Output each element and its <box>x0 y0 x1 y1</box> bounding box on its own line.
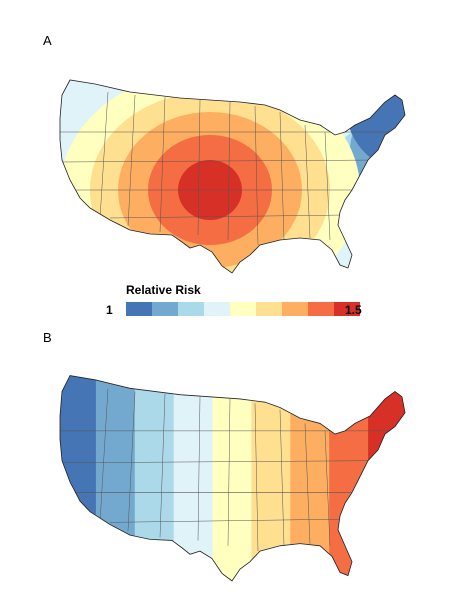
state-border <box>109 518 346 523</box>
legend-max-label: 1.5 <box>345 303 362 317</box>
state-border <box>197 99 201 236</box>
country-outline <box>59 375 406 582</box>
legend-min-label: 1 <box>106 303 113 317</box>
legend-swatch-8 <box>308 302 334 316</box>
state-border <box>99 91 109 219</box>
map-panel-a <box>59 79 406 274</box>
risk-band-8 <box>329 375 371 581</box>
legend-swatch-6 <box>256 302 282 316</box>
risk-band-9 <box>368 375 405 581</box>
legend-swatch-4 <box>204 302 230 316</box>
state-border <box>227 398 231 546</box>
risk-band-5 <box>212 375 254 581</box>
risk-band-4 <box>173 375 215 581</box>
state-border <box>61 460 381 464</box>
state-border <box>99 388 109 523</box>
legend-color-bar <box>126 302 360 316</box>
state-border <box>304 423 311 544</box>
legend-swatch-7 <box>282 302 308 316</box>
legend-swatch-9 <box>334 302 360 316</box>
state-border <box>324 131 331 241</box>
legend-swatch-5 <box>230 302 256 316</box>
country-outline <box>59 79 406 274</box>
state-border <box>159 393 166 538</box>
state-border <box>324 430 331 546</box>
legend-swatch-1 <box>126 302 152 316</box>
risk-fill-map-b <box>60 375 405 581</box>
map-panel-b <box>59 375 406 582</box>
state-border <box>127 94 136 227</box>
panel-label-b: B <box>43 330 52 345</box>
state-border <box>159 96 166 233</box>
risk-fill-map-a <box>60 80 405 273</box>
state-border <box>61 159 381 163</box>
state-border <box>279 409 285 546</box>
state-border <box>127 391 136 531</box>
risk-ne-0 <box>345 80 405 168</box>
state-border <box>254 105 259 246</box>
legend-swatch-3 <box>178 302 204 316</box>
panel-label-a: A <box>43 33 52 48</box>
legend-swatch-2 <box>152 302 178 316</box>
state-border <box>304 124 311 239</box>
state-border <box>197 396 201 541</box>
risk-band-1 <box>60 375 98 581</box>
state-border <box>109 214 346 219</box>
risk-band-3 <box>134 375 176 581</box>
state-border <box>227 101 231 241</box>
state-border <box>254 403 259 552</box>
state-border <box>279 111 285 241</box>
state-borders <box>60 388 400 552</box>
risk-band-6 <box>251 375 293 581</box>
legend-title: Relative Risk <box>126 283 201 297</box>
